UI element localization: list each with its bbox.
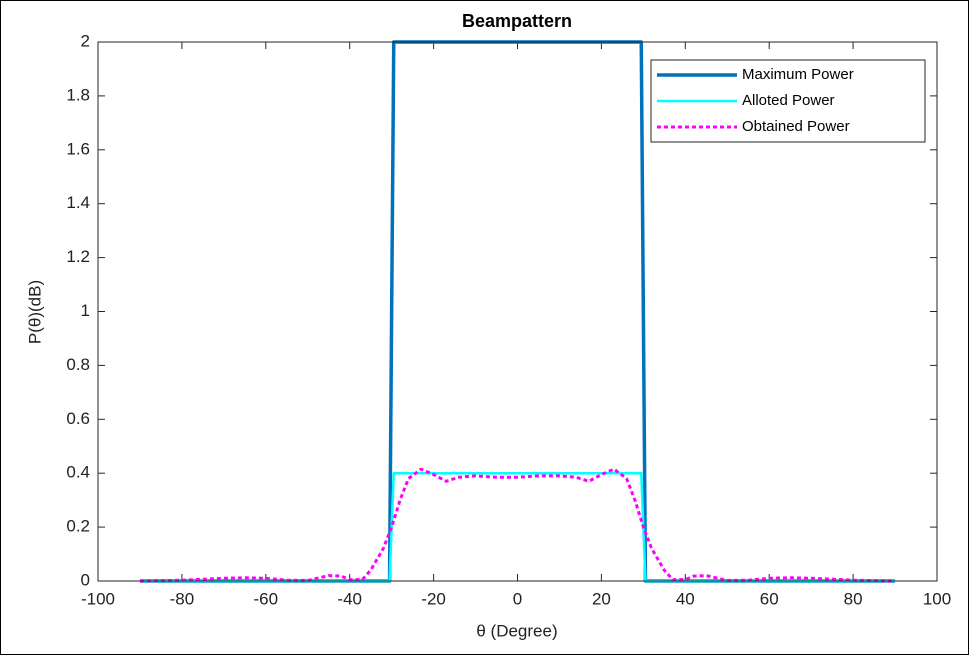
y-tick-label: 1	[81, 301, 90, 320]
y-tick-label: 1.6	[66, 139, 90, 158]
legend-label: Alloted Power	[742, 92, 835, 109]
x-tick-label: -100	[81, 589, 115, 608]
y-tick-label: 1.8	[66, 85, 90, 104]
x-tick-label: 100	[923, 589, 951, 608]
chart-title: Beampattern	[462, 11, 572, 31]
y-tick-label: 0	[81, 570, 90, 589]
x-tick-label: 60	[760, 589, 779, 608]
legend-label: Maximum Power	[742, 66, 854, 83]
x-tick-label: 0	[513, 589, 522, 608]
x-tick-label: -20	[421, 589, 446, 608]
y-tick-label: 0.6	[66, 409, 90, 428]
y-tick-label: 1.4	[66, 193, 90, 212]
y-tick-label: 0.2	[66, 517, 90, 536]
y-axis-label: P(θ)(dB)	[25, 280, 44, 344]
y-tick-label: 1.2	[66, 247, 90, 266]
x-tick-label: 40	[676, 589, 695, 608]
x-tick-label: -40	[337, 589, 362, 608]
x-tick-label: -80	[170, 589, 195, 608]
series-line	[139, 467, 896, 583]
y-tick-label: 2	[81, 31, 90, 50]
plot-frame	[97, 41, 938, 582]
y-tick-label: 0.8	[66, 355, 90, 374]
y-tick-label: 0.4	[66, 463, 90, 482]
x-tick-label: -60	[254, 589, 279, 608]
legend-label: Obtained Power	[742, 118, 850, 135]
x-tick-label: 80	[844, 589, 863, 608]
x-axis-label: θ (Degree)	[476, 621, 557, 640]
x-tick-label: 20	[592, 589, 611, 608]
